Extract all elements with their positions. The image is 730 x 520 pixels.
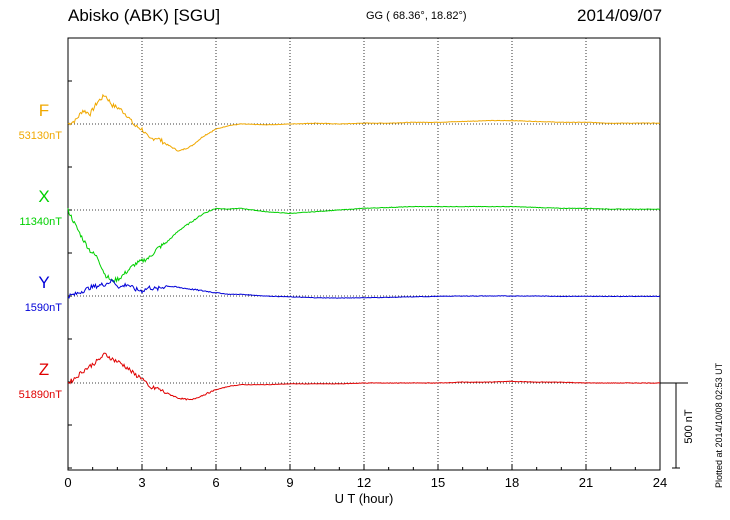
x-tick-label: 18 xyxy=(505,475,519,490)
x-tick-label: 0 xyxy=(64,475,71,490)
baseline-value-z: 51890nT xyxy=(19,389,63,401)
x-tick-label: 6 xyxy=(212,475,219,490)
component-label-x: X xyxy=(38,187,49,206)
x-axis-label: U T (hour) xyxy=(335,491,394,506)
baseline-value-x: 11340nT xyxy=(19,216,62,228)
x-tick-label: 15 xyxy=(431,475,445,490)
component-label-y: Y xyxy=(38,273,49,292)
trace-x xyxy=(67,205,660,284)
trace-f xyxy=(67,93,661,152)
x-tick-label: 24 xyxy=(653,475,667,490)
plot-date: 2014/09/07 xyxy=(577,6,663,25)
component-label-z: Z xyxy=(39,360,49,379)
trace-z xyxy=(67,352,661,401)
baseline-value-y: 1590nT xyxy=(25,302,63,314)
x-tick-label: 3 xyxy=(138,475,145,490)
trace-y xyxy=(67,278,661,299)
geographic-coords: GG ( 68.36°, 18.82°) xyxy=(366,10,467,22)
x-tick-label: 21 xyxy=(579,475,593,490)
scale-bar-label: 500 nT xyxy=(683,409,695,444)
x-tick-label: 9 xyxy=(286,475,293,490)
x-tick-label: 12 xyxy=(357,475,371,490)
baseline-value-f: 53130nT xyxy=(19,130,63,142)
station-title: Abisko (ABK) [SGU] xyxy=(68,6,221,25)
component-label-f: F xyxy=(39,101,49,120)
